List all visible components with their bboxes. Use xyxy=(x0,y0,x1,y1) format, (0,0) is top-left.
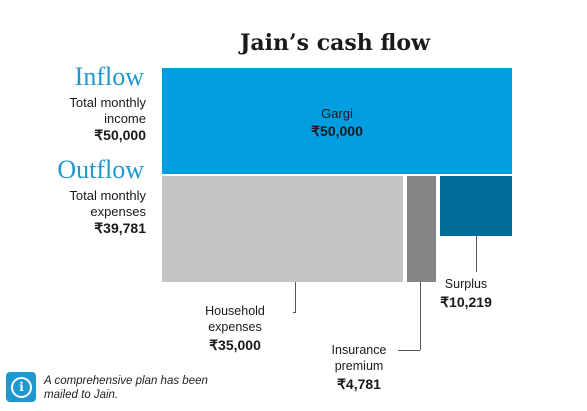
block-insurance-premium xyxy=(407,176,436,282)
block-gargi-text: Gargi ₹50,000 xyxy=(162,106,512,140)
note-text: A comprehensive plan has been mailed to … xyxy=(44,375,208,401)
household-callout: Household expenses ₹35,000 xyxy=(185,303,285,353)
insurance-leader-vertical xyxy=(420,282,421,350)
outflow-heading: Outflow xyxy=(57,155,144,184)
inflow-label: Total monthly income xyxy=(69,95,146,126)
insurance-callout-value: ₹4,781 xyxy=(337,376,381,392)
surplus-callout: Surplus ₹10,219 xyxy=(431,276,501,310)
block-gargi-value: ₹50,000 xyxy=(311,123,363,139)
insurance-leader-horizontal xyxy=(398,350,420,351)
inflow-heading: Inflow xyxy=(74,62,144,91)
inflow-value: ₹50,000 xyxy=(94,127,146,143)
block-surplus xyxy=(440,176,512,236)
info-icon: i xyxy=(6,372,36,402)
block-gargi xyxy=(162,68,512,174)
surplus-leader-vertical xyxy=(476,236,477,272)
insurance-callout-name: Insurance premium xyxy=(331,343,387,373)
household-leader-horizontal xyxy=(293,312,296,313)
insurance-callout: Insurance premium ₹4,781 xyxy=(322,342,396,392)
surplus-callout-value: ₹10,219 xyxy=(440,294,492,310)
household-callout-value: ₹35,000 xyxy=(209,337,261,353)
surplus-callout-name: Surplus xyxy=(444,277,488,291)
block-gargi-name: Gargi xyxy=(321,106,353,121)
household-callout-name: Household expenses xyxy=(205,304,265,334)
chart-title: Jain’s cash flow xyxy=(239,30,431,56)
outflow-value: ₹39,781 xyxy=(94,220,146,236)
outflow-label: Total monthly expenses xyxy=(69,188,146,219)
household-leader-vertical xyxy=(295,282,296,312)
block-household-expenses xyxy=(162,176,403,282)
